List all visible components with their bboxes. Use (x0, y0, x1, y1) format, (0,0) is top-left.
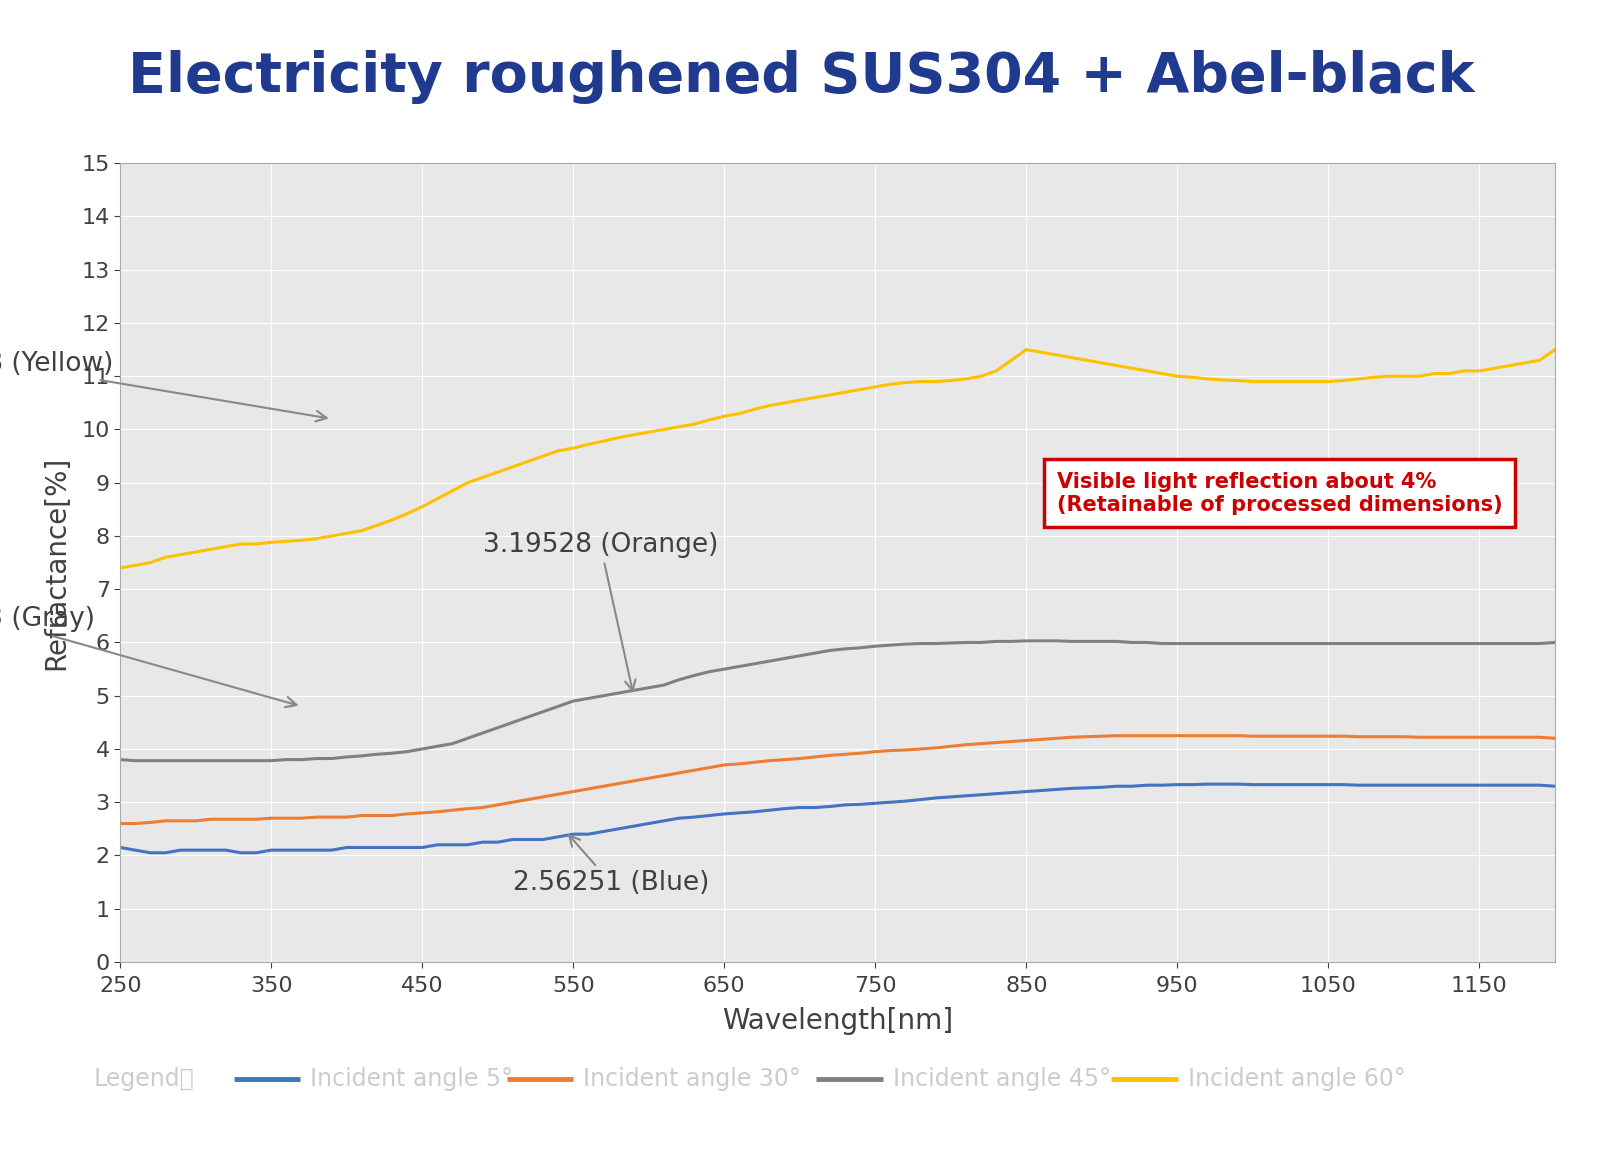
Text: 4.68073 (Gray): 4.68073 (Gray) (0, 606, 297, 708)
Text: 9.40048 (Yellow): 9.40048 (Yellow) (0, 351, 327, 421)
Incident angle 60° (1016, 343, 1036, 357)
Incident angle 5° (1545, 779, 1565, 793)
Incident angle 45° (851, 641, 870, 655)
Incident angle 5° (745, 805, 765, 819)
Incident angle 5° (322, 843, 341, 857)
Text: Incident angle 60°: Incident angle 60° (1188, 1067, 1406, 1090)
Incident angle 30° (880, 744, 899, 758)
Incident angle 45° (1545, 635, 1565, 649)
Incident angle 60° (1545, 343, 1565, 357)
X-axis label: Wavelength[nm]: Wavelength[nm] (721, 1007, 954, 1035)
Incident angle 45° (745, 656, 765, 670)
Line: Incident angle 5°: Incident angle 5° (120, 784, 1555, 852)
Incident angle 30° (1108, 729, 1127, 743)
Text: Visible light reflection about 4%
(Retainable of processed dimensions): Visible light reflection about 4% (Retai… (1056, 472, 1502, 515)
Incident angle 60° (306, 532, 325, 546)
Text: Legend：: Legend： (93, 1067, 194, 1090)
Text: 3.19528 (Orange): 3.19528 (Orange) (483, 532, 718, 690)
Incident angle 5° (1454, 778, 1473, 792)
Incident angle 45° (1454, 637, 1473, 651)
Incident angle 45° (534, 704, 553, 718)
Incident angle 30° (306, 810, 325, 824)
Incident angle 60° (1439, 366, 1459, 380)
Incident angle 5° (141, 845, 160, 859)
Incident angle 5° (1197, 777, 1217, 791)
Incident angle 30° (1545, 731, 1565, 745)
Incident angle 45° (896, 637, 915, 651)
Text: 2.56251 (Blue): 2.56251 (Blue) (513, 835, 709, 895)
Text: Incident angle 45°: Incident angle 45° (893, 1067, 1111, 1090)
Text: Incident angle 30°: Incident angle 30° (583, 1067, 802, 1090)
Line: Incident angle 30°: Incident angle 30° (120, 736, 1555, 823)
Incident angle 5° (851, 798, 870, 812)
Incident angle 60° (518, 455, 537, 469)
Incident angle 45° (1016, 634, 1036, 648)
Incident angle 30° (1439, 730, 1459, 744)
Y-axis label: Refractance[%]: Refractance[%] (42, 456, 71, 669)
Text: Incident angle 5°: Incident angle 5° (311, 1067, 513, 1090)
Incident angle 30° (835, 747, 854, 761)
Incident angle 45° (322, 752, 341, 766)
Incident angle 60° (880, 378, 899, 392)
Incident angle 5° (111, 841, 130, 855)
Incident angle 5° (534, 833, 553, 847)
Incident angle 60° (729, 407, 749, 421)
Incident angle 5° (896, 794, 915, 808)
Incident angle 60° (111, 561, 130, 575)
Incident angle 45° (111, 752, 130, 766)
Incident angle 30° (729, 757, 749, 771)
Incident angle 60° (835, 385, 854, 399)
Line: Incident angle 60°: Incident angle 60° (120, 350, 1555, 568)
Incident angle 45° (125, 753, 144, 767)
Incident angle 30° (518, 793, 537, 807)
Incident angle 30° (111, 816, 130, 830)
Text: Electricity roughened SUS304 + Abel-black: Electricity roughened SUS304 + Abel-blac… (128, 50, 1475, 104)
Line: Incident angle 45°: Incident angle 45° (120, 641, 1555, 760)
